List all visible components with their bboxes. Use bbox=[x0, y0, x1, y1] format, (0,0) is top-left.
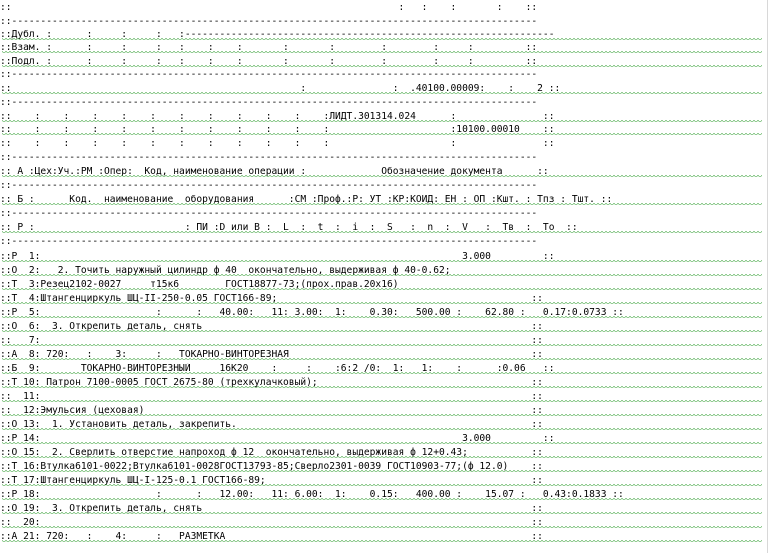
line-1: :: : : : : :: bbox=[0, 2, 538, 13]
line-30: :: 12:Эмульсия (цеховая) :: bbox=[0, 405, 768, 417]
line-4: ::Взам. : : : : : : : : : : : : :: bbox=[0, 42, 768, 54]
line-33: ::O 15: 2. Сверлить отверстие напроход ф… bbox=[0, 447, 768, 459]
line-37: ::O 19: 3. Открепить деталь, снять :: bbox=[0, 503, 768, 515]
line-12: ::--------------------------------------… bbox=[0, 152, 538, 163]
line-9: :: : : : : : : : : : : :ЛИДТ.301314.024 … bbox=[0, 111, 768, 123]
line-29: :: 11: :: bbox=[0, 391, 768, 403]
line-24: ::O 6: 3. Открепить деталь, снять :: bbox=[0, 321, 768, 333]
line-2: ::--------------------------------------… bbox=[0, 16, 538, 27]
line-20: ::O 2: 2. Точить наружный цилиндр ф 40 о… bbox=[0, 265, 768, 277]
line-16: ::--------------------------------------… bbox=[0, 208, 538, 219]
line-36: ::P 18: : : 12.00: 11: 6.00: 1: 0.15: 40… bbox=[0, 489, 768, 501]
line-39: ::A 21: 720: : 4: : РАЗМЕТКА :: bbox=[0, 531, 768, 543]
line-13: :: A :Цех:Уч.:РМ :Опер: Код, наименовани… bbox=[0, 166, 768, 178]
line-23: ::P 5: : : 40.00: 11: 3.00: 1: 0.30: 500… bbox=[0, 307, 768, 319]
line-7: :: : : .40100.00009: : 2 :: bbox=[0, 83, 768, 95]
line-35: ::T 17:Штангенциркуль ШЦ-I-125-0.1 ГОСТ1… bbox=[0, 475, 768, 487]
line-11: :: : : : : : : : : : : : : :: bbox=[0, 138, 555, 149]
line-38: :: 20: :: bbox=[0, 517, 768, 529]
line-3: ::Дубл. : : : : :-----------------------… bbox=[0, 29, 768, 41]
line-10: :: : : : : : : : : : : : :10100.00010 :: bbox=[0, 124, 768, 136]
line-19: ::P 1: 3.000 :: bbox=[0, 251, 768, 263]
line-25: :: 7: :: bbox=[0, 335, 768, 347]
line-6: ::--------------------------------------… bbox=[0, 69, 538, 80]
line-5: ::Подл. : : : : : : : : : : : : :: bbox=[0, 56, 768, 68]
line-18: ::--------------------------------------… bbox=[0, 236, 538, 247]
line-34: ::T 16:Втулка6101-0022;Втулка6101-0028ГО… bbox=[0, 461, 768, 473]
line-32: ::P 14: 3.000 :: bbox=[0, 433, 768, 445]
line-31: ::O 13: 1. Установить деталь, закрепить.… bbox=[0, 419, 768, 431]
line-15: :: Б : Код. наименование оборудования :С… bbox=[0, 194, 768, 206]
line-28: ::T 10: Патрон 7100-0005 ГОСТ 2675-80 (т… bbox=[0, 377, 768, 389]
line-22: ::T 4:Штангенциркуль ШЦ-II-250-0.05 ГОСТ… bbox=[0, 293, 768, 305]
line-26: ::A 8: 720: : 3: : ТОКАРНО-ВИНТОРЕЗНАЯ :… bbox=[0, 349, 768, 361]
line-14: ::--------------------------------------… bbox=[0, 180, 538, 191]
line-21: ::T 3:Резец2102-0027 т15к6 ГОСТ18877-73;… bbox=[0, 279, 768, 291]
line-17: :: Р : : ПИ :D или В : L : t : i : S : n… bbox=[0, 222, 768, 234]
line-27: ::Б 9: ТОКАРНО-ВИНТОРЕЗНЫЙ 16К20 : : :6:… bbox=[0, 363, 768, 375]
line-8: ::--------------------------------------… bbox=[0, 97, 538, 108]
